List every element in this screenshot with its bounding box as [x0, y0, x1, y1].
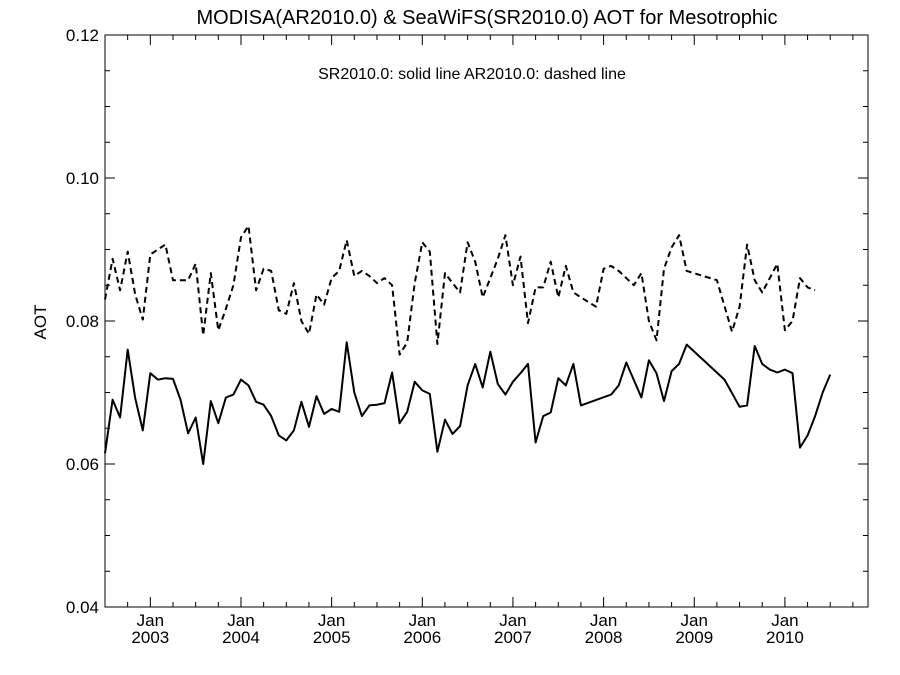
x-tick-month-label: Jan [227, 611, 254, 630]
y-tick-label: 0.06 [66, 455, 99, 474]
series-line-sr2010-0 [104, 341, 832, 465]
x-tick-year-label: 2008 [585, 628, 623, 647]
series-line-ar2010-0 [104, 224, 816, 356]
y-tick-label: 0.08 [66, 312, 99, 331]
x-tick-year-label: 2003 [131, 628, 169, 647]
line-style-annotation: SR2010.0: solid line AR2010.0: dashed li… [318, 66, 626, 83]
y-axis-label: AOT [31, 305, 50, 340]
x-tick-month-label: Jan [318, 611, 345, 630]
x-tick-year-label: 2007 [494, 628, 532, 647]
x-tick-year-label: 2005 [313, 628, 351, 647]
chart-title: MODISA(AR2010.0) & SeaWiFS(SR2010.0) AOT… [197, 7, 778, 29]
x-tick-month-label: Jan [590, 611, 617, 630]
y-tick-label: 0.04 [66, 598, 99, 617]
x-tick-year-label: 2004 [222, 628, 260, 647]
x-tick-month-label: Jan [771, 611, 798, 630]
x-tick-year-label: 2006 [403, 628, 441, 647]
x-tick-month-label: Jan [409, 611, 436, 630]
axis-ticks: 0.040.060.080.100.12Jan2003Jan2004Jan200… [66, 26, 868, 647]
plot-frame [104, 34, 869, 608]
series-layer [104, 224, 832, 465]
y-tick-label: 0.12 [66, 26, 99, 45]
x-tick-month-label: Jan [681, 611, 708, 630]
y-tick-label: 0.10 [66, 169, 99, 188]
x-tick-month-label: Jan [499, 611, 526, 630]
x-tick-month-label: Jan [137, 611, 164, 630]
x-tick-year-label: 2010 [766, 628, 804, 647]
x-tick-year-label: 2009 [675, 628, 713, 647]
